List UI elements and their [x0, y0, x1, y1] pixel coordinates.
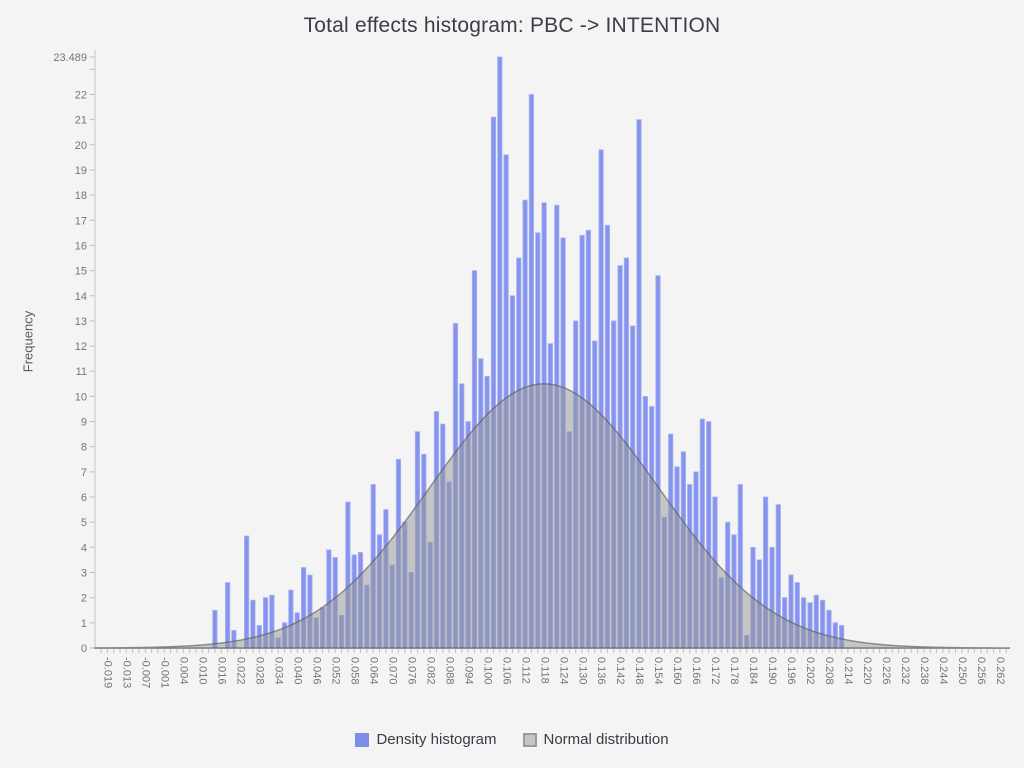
x-tick-label: -0.013	[120, 657, 132, 688]
x-tick-label: 0.244	[937, 657, 949, 685]
y-tick-label: 19	[75, 165, 87, 177]
x-tick-label: 0.220	[861, 657, 873, 685]
x-tick-label: 0.076	[405, 657, 417, 685]
y-tick-label: 12	[75, 341, 87, 353]
x-tick-label: 0.214	[842, 657, 854, 685]
x-tick-label: 0.232	[899, 657, 911, 685]
x-tick-label: 0.028	[253, 657, 265, 685]
y-tick-label: 17	[75, 215, 87, 227]
x-tick-label: -0.001	[158, 657, 170, 688]
normal-curve	[94, 383, 1011, 649]
y-tick-label: 7	[81, 467, 87, 479]
y-tick-label: 2	[81, 593, 87, 605]
y-tick-label: 4	[81, 542, 87, 554]
chart-legend: Density histogram Normal distribution	[0, 731, 1024, 748]
x-tick-label: 0.070	[386, 657, 398, 685]
y-tick-label: 20	[75, 140, 87, 152]
x-tick-label: 0.136	[595, 657, 607, 685]
y-tick-label: 1	[81, 618, 87, 630]
x-tick-label: 0.040	[291, 657, 303, 685]
histogram-bar	[224, 582, 231, 649]
x-tick-label: 0.106	[500, 657, 512, 685]
x-tick-label: 0.154	[652, 657, 664, 685]
x-tick-label: 0.016	[215, 657, 227, 685]
x-tick-label: 0.256	[975, 657, 987, 685]
x-tick-label: 0.010	[196, 657, 208, 685]
x-tick-label: 0.142	[614, 657, 626, 685]
y-tick-label: 6	[81, 492, 87, 504]
x-tick-label: 0.118	[538, 657, 550, 684]
x-tick-label: 0.184	[747, 657, 759, 685]
y-tick-label: 13	[75, 316, 87, 328]
x-tick-label: 0.046	[310, 657, 322, 685]
x-tick-label: 0.238	[918, 657, 930, 685]
y-tick-label: 5	[81, 517, 87, 529]
x-tick-label: 0.052	[329, 657, 341, 685]
x-tick-label: 0.088	[443, 657, 455, 685]
x-tick-label: 0.082	[424, 657, 436, 685]
chart-title: Total effects histogram: PBC -> INTENTIO…	[303, 14, 721, 37]
x-tick-label: 0.064	[367, 657, 379, 685]
x-tick-label: 0.166	[690, 657, 702, 685]
x-tick-label: 0.058	[348, 657, 360, 685]
x-tick-label: 0.148	[633, 657, 645, 685]
y-tick-label: 22	[75, 89, 87, 101]
x-tick-label: 0.226	[880, 657, 892, 685]
y-tick-label: 15	[75, 266, 87, 278]
y-tick-label: 11	[76, 366, 87, 378]
histogram-bar	[212, 609, 218, 649]
legend-item-normal-distribution: Normal distribution	[522, 731, 669, 748]
x-tick-label: 0.262	[994, 657, 1006, 685]
y-tick-label: 18	[75, 190, 87, 202]
y-tick-label: 8	[81, 442, 87, 454]
y-tick-label: 0	[81, 643, 87, 655]
x-tick-label: 0.130	[576, 657, 588, 685]
x-tick-label: 0.160	[671, 657, 683, 685]
y-tick-label: 10	[75, 391, 87, 403]
normal-distribution-swatch-icon	[522, 732, 537, 747]
y-tick-label: 16	[75, 240, 87, 252]
y-tick-label: 21	[75, 115, 87, 127]
x-tick-label: 0.112	[519, 657, 531, 684]
x-tick-label: 0.196	[785, 657, 797, 685]
x-tick-label: -0.007	[139, 657, 151, 688]
density-histogram-swatch-icon	[355, 732, 370, 747]
y-tick-label: 14	[75, 291, 87, 303]
x-tick-label: 0.004	[177, 657, 189, 685]
legend-label-normal-distribution: Normal distribution	[543, 731, 669, 748]
x-tick-label: 0.190	[766, 657, 778, 685]
y-tick-label: 9	[81, 417, 87, 429]
legend-item-density-histogram: Density histogram	[355, 731, 497, 748]
legend-label-density-histogram: Density histogram	[376, 731, 497, 748]
x-tick-label: 0.172	[709, 657, 721, 685]
x-tick-label: 0.124	[557, 657, 569, 685]
y-tick-label: 3	[81, 568, 87, 580]
x-tick-label: 0.094	[462, 657, 474, 685]
x-tick-label: 0.022	[234, 657, 246, 685]
x-tick-label: 0.202	[804, 657, 816, 685]
x-tick-label: 0.100	[481, 657, 493, 685]
x-tick-label: 0.208	[823, 657, 835, 685]
x-tick-label: 0.034	[272, 657, 284, 685]
histogram-bar	[243, 535, 250, 649]
x-tick-label: 0.178	[728, 657, 740, 685]
y-max-label: 23.489	[53, 52, 87, 64]
x-tick-label: -0.019	[102, 657, 114, 688]
x-tick-label: 0.250	[956, 657, 968, 685]
